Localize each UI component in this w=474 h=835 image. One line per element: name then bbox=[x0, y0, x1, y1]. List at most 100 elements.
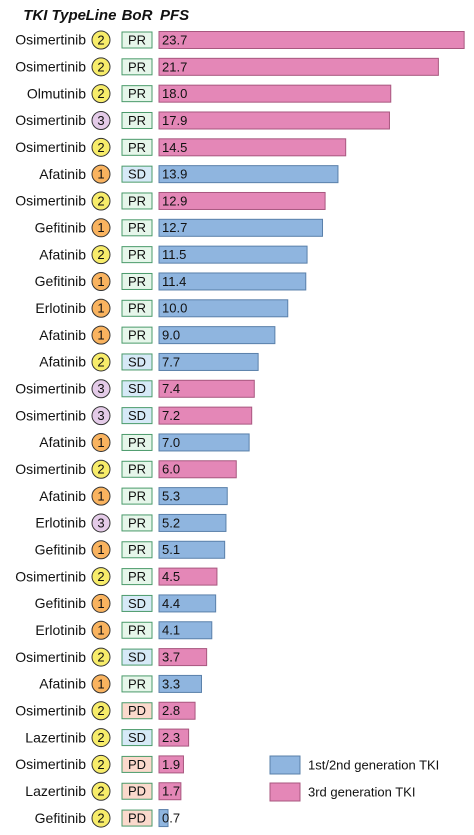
value-label: 17.9 bbox=[162, 113, 187, 128]
value-label: 11.5 bbox=[162, 247, 186, 262]
line-badge bbox=[91, 191, 111, 211]
bar bbox=[158, 406, 253, 425]
category-label: Gefitinib bbox=[35, 220, 87, 236]
bar bbox=[158, 433, 250, 452]
value-label: 2.8 bbox=[162, 703, 180, 718]
value-label: 1.9 bbox=[162, 757, 180, 772]
category-label: Erlotinib bbox=[35, 622, 86, 638]
line-badge bbox=[91, 84, 111, 104]
bar bbox=[158, 567, 218, 586]
bar bbox=[158, 165, 339, 184]
line-badge bbox=[91, 30, 111, 50]
value-label: 7.2 bbox=[162, 408, 180, 423]
category-label: Afatinib bbox=[39, 246, 86, 262]
bor-badge bbox=[121, 407, 153, 425]
line-badge bbox=[91, 674, 111, 694]
line-label: 2 bbox=[97, 462, 104, 477]
bor-label: PR bbox=[128, 274, 146, 289]
bor-label: SD bbox=[128, 381, 146, 396]
line-badge bbox=[91, 701, 111, 721]
value-label: 7.7 bbox=[162, 354, 180, 369]
line-label: 1 bbox=[97, 435, 104, 450]
bor-label: PR bbox=[128, 676, 146, 691]
category-label: Osimertinib bbox=[15, 461, 86, 477]
column-header: Line bbox=[86, 7, 117, 24]
category-label: Osimertinib bbox=[15, 756, 86, 772]
line-badge bbox=[91, 379, 111, 399]
line-label: 1 bbox=[97, 489, 104, 504]
bor-badge bbox=[121, 702, 153, 720]
value-label: 11.4 bbox=[162, 274, 186, 289]
bor-label: PD bbox=[128, 811, 146, 826]
bar bbox=[158, 782, 182, 801]
line-badge bbox=[91, 271, 111, 291]
category-label: Osimertinib bbox=[15, 193, 86, 209]
line-label: 2 bbox=[97, 247, 104, 262]
bor-label: PR bbox=[128, 140, 146, 155]
bor-badge bbox=[121, 621, 153, 639]
category-label: Erlotinib bbox=[35, 515, 86, 531]
bor-badge bbox=[121, 326, 153, 344]
bor-label: PR bbox=[128, 435, 146, 450]
line-label: 1 bbox=[97, 596, 104, 611]
bor-badge bbox=[121, 58, 153, 76]
bor-badge bbox=[121, 541, 153, 559]
bar bbox=[158, 111, 390, 130]
bar bbox=[158, 326, 276, 345]
line-label: 2 bbox=[97, 811, 104, 826]
line-badge bbox=[91, 325, 111, 345]
category-label: Osimertinib bbox=[15, 407, 86, 423]
bor-badge bbox=[121, 568, 153, 586]
category-label: Osimertinib bbox=[15, 112, 86, 128]
line-badge bbox=[91, 352, 111, 372]
bor-label: SD bbox=[128, 596, 146, 611]
line-label: 3 bbox=[97, 408, 104, 423]
value-label: 23.7 bbox=[162, 32, 187, 47]
bor-label: PR bbox=[128, 32, 146, 47]
line-badge bbox=[91, 459, 111, 479]
value-label: 9.0 bbox=[162, 328, 180, 343]
line-label: 2 bbox=[97, 354, 104, 369]
line-badge bbox=[91, 406, 111, 426]
line-badge bbox=[91, 245, 111, 265]
bar bbox=[158, 809, 169, 828]
value-label: 1.7 bbox=[162, 784, 180, 799]
bor-badge bbox=[121, 31, 153, 49]
line-badge bbox=[91, 808, 111, 828]
legend-swatch bbox=[269, 755, 301, 775]
bor-badge bbox=[121, 460, 153, 478]
value-label: 4.1 bbox=[162, 623, 180, 638]
bor-label: PR bbox=[128, 462, 146, 477]
category-label: Olmutinib bbox=[27, 85, 86, 101]
line-label: 1 bbox=[97, 220, 104, 235]
bor-label: PR bbox=[128, 193, 146, 208]
bor-badge bbox=[121, 648, 153, 666]
line-badge bbox=[91, 781, 111, 801]
bor-label: PR bbox=[128, 569, 146, 584]
category-label: Gefitinib bbox=[35, 810, 87, 826]
bor-badge bbox=[121, 219, 153, 237]
value-label: 13.9 bbox=[162, 167, 187, 182]
bor-badge bbox=[121, 594, 153, 612]
bar bbox=[158, 299, 289, 318]
category-label: Osimertinib bbox=[15, 702, 86, 718]
bor-label: PR bbox=[128, 489, 146, 504]
bor-badge bbox=[121, 380, 153, 398]
category-label: Osimertinib bbox=[15, 32, 86, 48]
bor-label: PR bbox=[128, 328, 146, 343]
legend-swatch bbox=[269, 782, 301, 802]
bor-badge bbox=[121, 755, 153, 773]
bor-label: SD bbox=[128, 650, 146, 665]
line-badge bbox=[91, 486, 111, 506]
line-label: 1 bbox=[97, 274, 104, 289]
category-label: Afatinib bbox=[39, 488, 86, 504]
bar bbox=[158, 621, 213, 640]
bor-badge bbox=[121, 353, 153, 371]
line-label: 2 bbox=[97, 757, 104, 772]
bor-badge bbox=[121, 675, 153, 693]
value-label: 18.0 bbox=[162, 86, 187, 101]
category-label: Lazertinib bbox=[25, 783, 86, 799]
line-badge bbox=[91, 513, 111, 533]
value-label: 5.3 bbox=[162, 489, 180, 504]
bor-label: SD bbox=[128, 354, 146, 369]
